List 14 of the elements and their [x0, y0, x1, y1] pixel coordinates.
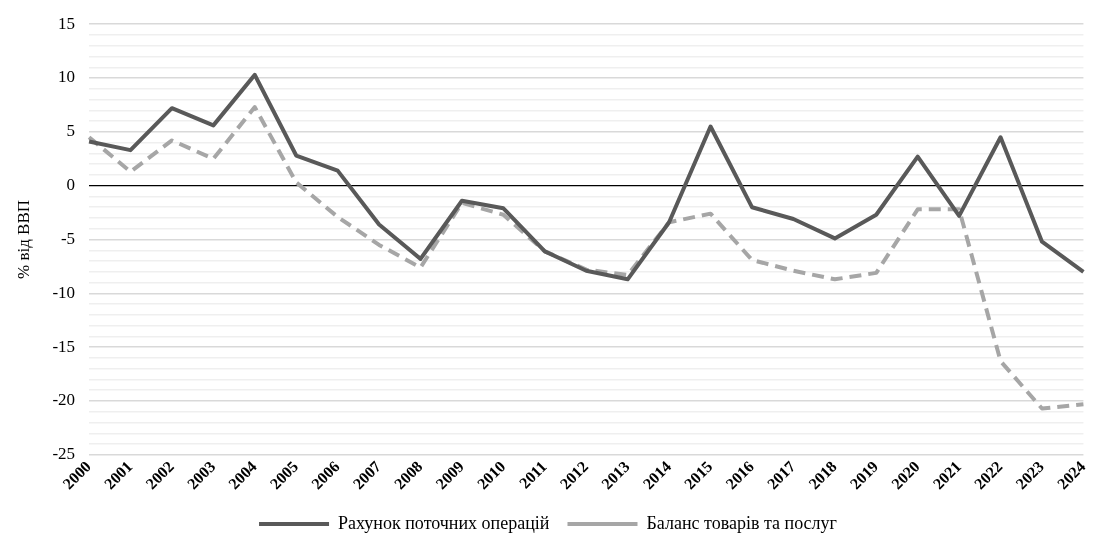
y-tick-label: -10: [52, 282, 76, 302]
y-tick-label: -20: [52, 390, 76, 410]
y-tick-label: 10: [58, 67, 76, 87]
legend-label: Рахунок поточних операцій: [338, 512, 550, 533]
y-tick-label: -15: [52, 336, 76, 356]
y-tick-label: -5: [60, 228, 76, 248]
x-tick-label: 2011: [515, 457, 550, 492]
y-tick-label: 0: [66, 175, 76, 195]
line-series: [87, 105, 1086, 411]
y-tick-label: 15: [58, 13, 76, 33]
y-tick-label: -25: [52, 444, 76, 464]
y-axis-title: % від ВВП: [13, 199, 33, 280]
y-tick-label: 5: [66, 121, 76, 141]
legend-label: Баланс товарів та послуг: [646, 512, 837, 533]
